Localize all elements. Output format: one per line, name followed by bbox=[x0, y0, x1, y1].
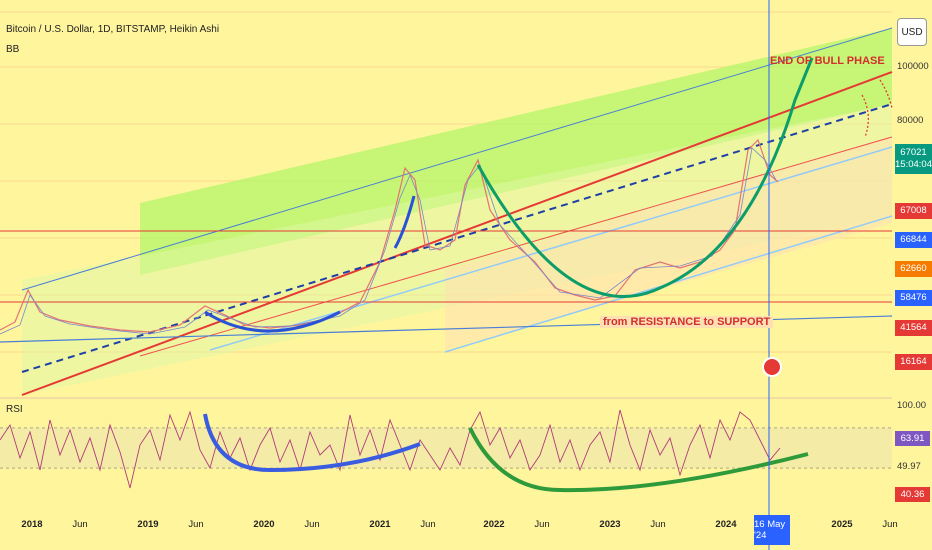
time-tick: 2022 bbox=[483, 519, 505, 530]
price-badge: 62660 bbox=[895, 261, 932, 277]
indicator-label[interactable]: BB bbox=[6, 44, 20, 55]
time-tick: Jun bbox=[534, 519, 550, 530]
time-tick: Jun bbox=[420, 519, 436, 530]
price-series bbox=[0, 138, 779, 333]
price-badge: 66844 bbox=[895, 232, 932, 248]
time-tick: Jun bbox=[72, 519, 88, 530]
channel-upper-fill bbox=[140, 28, 892, 275]
cup-curve-1 bbox=[204, 310, 341, 333]
rsi-tick: 100.00 bbox=[897, 400, 927, 411]
peach-zone bbox=[445, 136, 892, 350]
rsi-curve-2 bbox=[468, 427, 809, 493]
time-tick: 2019 bbox=[137, 519, 159, 530]
rsi-series bbox=[0, 409, 781, 489]
time-tick: 2018 bbox=[21, 519, 43, 530]
price-badge: 67021 15:04:04 bbox=[895, 144, 932, 174]
price-badge: 58476 bbox=[895, 290, 932, 306]
cup-curve-2 bbox=[476, 57, 814, 298]
price-tick: 100000 bbox=[897, 61, 929, 72]
time-tick: Jun bbox=[304, 519, 320, 530]
time-tick: 2025 bbox=[831, 519, 853, 530]
time-tick: 2023 bbox=[599, 519, 621, 530]
price-badge: 41564 bbox=[895, 320, 932, 336]
chart-title: Bitcoin / U.S. Dollar, 1D, BITSTAMP, Hei… bbox=[6, 24, 220, 35]
time-tick: Jun bbox=[882, 519, 898, 530]
projection-marker bbox=[861, 79, 893, 138]
flag-icon[interactable] bbox=[762, 357, 782, 377]
price-tick: 80000 bbox=[897, 115, 924, 126]
rsi-tick: 49.97 bbox=[897, 461, 921, 472]
currency-button[interactable]: USD bbox=[897, 18, 927, 46]
time-tick: 2021 bbox=[369, 519, 391, 530]
rsi-tick: 40.36 bbox=[895, 487, 930, 502]
ramp-2021 bbox=[393, 195, 416, 249]
price-badge: 67008 bbox=[895, 203, 932, 219]
annotation-support: from RESISTANCE to SUPPORT bbox=[600, 316, 774, 328]
rsi-tick: 63.91 bbox=[895, 431, 930, 446]
time-tick: Jun bbox=[188, 519, 204, 530]
time-tick: Jun bbox=[650, 519, 666, 530]
rsi-curve-1 bbox=[203, 413, 421, 473]
time-tick: 2020 bbox=[253, 519, 275, 530]
rsi-band bbox=[0, 428, 892, 468]
price-badge: 16164 bbox=[895, 354, 932, 370]
cursor-date-label: 16 May '24 bbox=[754, 515, 790, 545]
rsi-label[interactable]: RSI bbox=[6, 404, 23, 415]
time-tick: 2024 bbox=[715, 519, 737, 530]
annotation-end-phase: END OF BULL PHASE bbox=[770, 55, 885, 67]
price-series-2 bbox=[0, 147, 777, 335]
